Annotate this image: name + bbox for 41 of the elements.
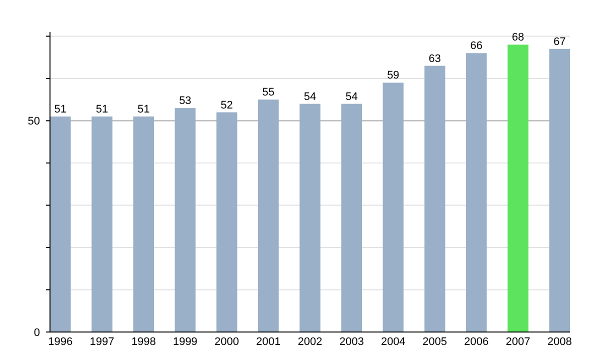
data-label: 68 <box>512 32 524 44</box>
bar <box>300 104 320 332</box>
x-tick-label: 1998 <box>131 336 156 348</box>
bar <box>133 116 154 332</box>
x-tick-label: 2004 <box>380 336 406 348</box>
bar <box>466 53 487 332</box>
data-label: 55 <box>262 86 275 99</box>
data-label: 54 <box>304 90 316 103</box>
x-tick-label: 2008 <box>547 336 572 348</box>
x-tick-label: 2001 <box>256 336 281 348</box>
bar <box>341 104 362 332</box>
bar <box>549 48 570 332</box>
data-label: 53 <box>179 95 192 108</box>
data-label: 59 <box>387 70 400 82</box>
x-tick-label: 1996 <box>48 336 73 348</box>
data-label: 63 <box>428 52 441 65</box>
x-tick-label: 1997 <box>90 336 114 348</box>
data-label: 52 <box>220 99 233 112</box>
data-label: 67 <box>553 36 566 48</box>
y-tick-label: 50 <box>28 116 40 128</box>
x-tick-label: 2002 <box>298 336 322 348</box>
bar <box>382 82 404 332</box>
x-tick-label: 2006 <box>464 336 489 348</box>
bar <box>174 108 196 332</box>
data-label: 51 <box>54 104 67 116</box>
y-tick-label: 0 <box>34 326 40 339</box>
x-tick-label: 1999 <box>172 336 198 348</box>
bar <box>508 44 528 332</box>
data-label: 51 <box>96 104 108 116</box>
bar <box>258 100 279 332</box>
bar <box>50 116 71 332</box>
x-tick-label: 2007 <box>506 336 530 348</box>
x-tick-label: 2005 <box>422 336 448 348</box>
data-label: 54 <box>345 90 358 103</box>
bar <box>424 66 446 332</box>
data-label: 66 <box>470 40 483 52</box>
x-tick-label: 2003 <box>339 336 364 348</box>
x-tick-label: 2000 <box>214 336 240 348</box>
data-label: 51 <box>137 104 150 116</box>
bar <box>92 116 112 332</box>
bar <box>216 112 238 332</box>
